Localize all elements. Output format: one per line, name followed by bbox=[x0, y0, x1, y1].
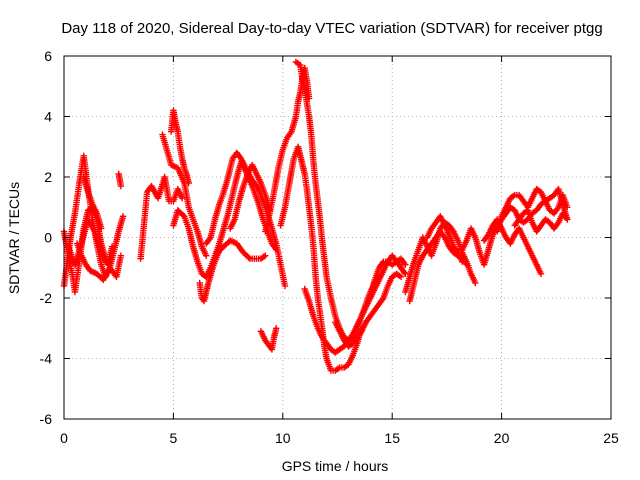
data-point bbox=[179, 195, 186, 202]
axes: 0 5 10 15 20 25 -6 -4 -2 0 2 4 6 bbox=[40, 48, 619, 446]
x-tick-label: 10 bbox=[275, 430, 291, 446]
x-tick-label: 5 bbox=[170, 430, 178, 446]
data-point bbox=[564, 204, 571, 211]
y-axis-label: SDTVAR / TECUs bbox=[6, 182, 22, 294]
y-tick-label: -2 bbox=[40, 290, 53, 306]
data-point bbox=[273, 325, 280, 332]
data-point bbox=[98, 225, 105, 232]
data-point bbox=[463, 261, 470, 268]
chart-title: Day 118 of 2020, Sidereal Day-to-day VTE… bbox=[61, 20, 602, 37]
data-point bbox=[459, 258, 466, 265]
y-tick-label: 6 bbox=[44, 48, 52, 64]
data-point bbox=[510, 193, 517, 200]
data-point bbox=[262, 252, 269, 259]
x-tick-label: 20 bbox=[494, 430, 510, 446]
data-point bbox=[117, 252, 125, 259]
x-tick-label: 25 bbox=[603, 430, 619, 446]
y-tick-label: 0 bbox=[44, 230, 52, 246]
x-tick-label: 15 bbox=[384, 430, 400, 446]
data-point bbox=[537, 270, 545, 277]
data-point bbox=[119, 213, 127, 220]
y-tick-label: 2 bbox=[44, 169, 52, 185]
data-point bbox=[397, 273, 405, 280]
y-tick-label: -4 bbox=[40, 351, 53, 367]
y-tick-label: 4 bbox=[44, 109, 52, 125]
data-point bbox=[402, 261, 409, 268]
data-point bbox=[564, 216, 571, 223]
data-point bbox=[472, 279, 479, 287]
data-point bbox=[245, 254, 252, 261]
x-axis-label: GPS time / hours bbox=[282, 458, 389, 474]
data-point bbox=[281, 282, 289, 290]
x-tick-label: 0 bbox=[60, 430, 68, 446]
data-point bbox=[117, 182, 125, 190]
data-point bbox=[402, 270, 409, 277]
data-point bbox=[108, 243, 116, 250]
data-point bbox=[203, 252, 210, 259]
y-tick-label: -6 bbox=[40, 411, 53, 427]
data-points bbox=[60, 58, 571, 374]
